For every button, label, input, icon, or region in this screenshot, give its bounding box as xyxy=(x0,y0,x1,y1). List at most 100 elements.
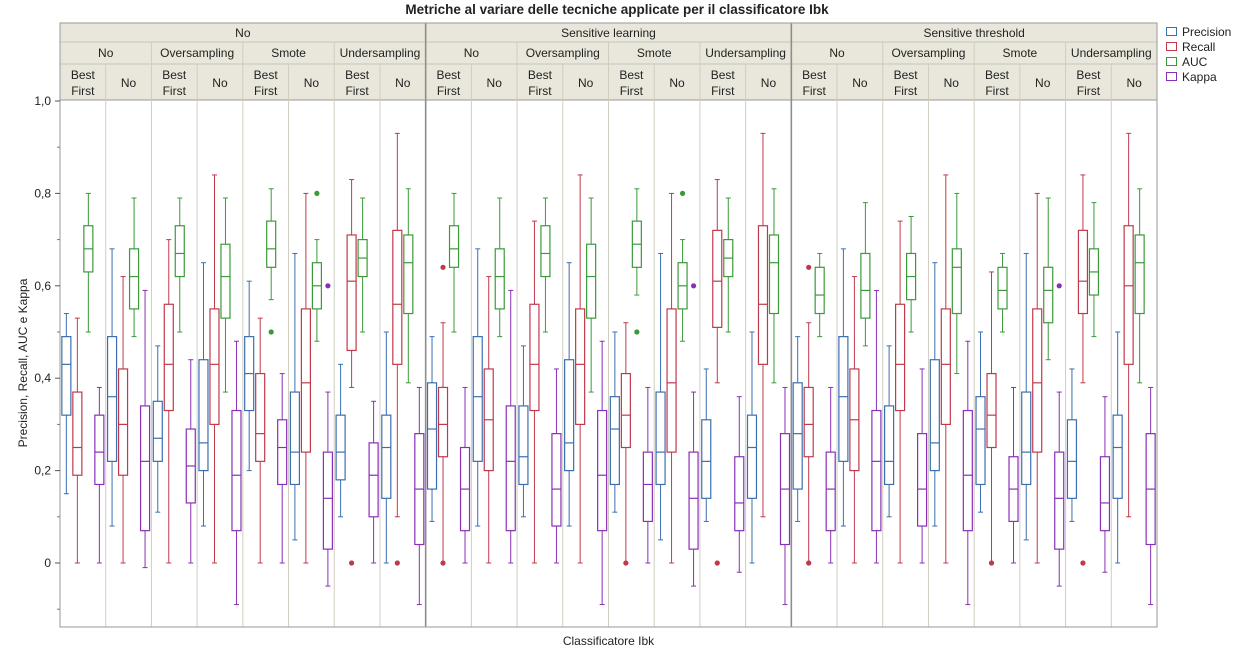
box xyxy=(597,409,608,532)
box xyxy=(277,419,288,486)
box xyxy=(871,409,882,532)
box xyxy=(975,396,986,486)
box xyxy=(322,451,333,550)
legend-label: Precision xyxy=(1182,24,1232,39)
legend-item: Kappa xyxy=(1166,69,1231,84)
box xyxy=(997,266,1008,310)
panel-header-label: Best xyxy=(711,68,736,82)
box xyxy=(1066,419,1078,499)
box xyxy=(1032,308,1043,453)
box xyxy=(1134,234,1145,315)
box xyxy=(860,252,871,319)
y-axis-label: Precision, Recall, AUC e Kappa xyxy=(16,278,30,447)
panel-header-label: Best xyxy=(345,68,370,82)
group-header-label: Smote xyxy=(1003,46,1038,60)
box xyxy=(540,225,551,278)
outlier-point xyxy=(623,560,629,566)
facet-header-label: Sensitive threshold xyxy=(923,26,1024,40)
box xyxy=(734,456,745,532)
box xyxy=(472,336,483,462)
panel-header-label: First xyxy=(528,84,552,98)
outlier-point xyxy=(268,329,274,335)
legend-item: Recall xyxy=(1166,39,1231,54)
panel-header-label: First xyxy=(345,84,369,98)
panel-header-label: No xyxy=(487,76,503,90)
panel-header-label: No xyxy=(944,76,960,90)
box xyxy=(586,243,597,319)
group-header-label: Undersampling xyxy=(705,46,786,60)
panel-header-label: First xyxy=(803,84,827,98)
box xyxy=(884,405,895,486)
box xyxy=(917,433,928,527)
outlier-point xyxy=(394,560,400,566)
panel-header-label: No xyxy=(761,76,777,90)
box xyxy=(94,414,105,486)
box xyxy=(1043,266,1054,324)
group-header-label: Smote xyxy=(271,46,306,60)
panel-header-label: No xyxy=(852,76,868,90)
box xyxy=(701,419,712,499)
box xyxy=(757,225,769,365)
box xyxy=(609,396,620,486)
panel-header-label: No xyxy=(212,76,228,90)
panel-header-label: First xyxy=(254,84,278,98)
box xyxy=(117,368,129,476)
box xyxy=(152,400,163,462)
x-axis-label: Classificatore Ibk xyxy=(563,634,655,648)
box xyxy=(1099,456,1111,532)
box xyxy=(712,229,723,328)
box xyxy=(139,405,151,532)
legend-item: Precision xyxy=(1166,24,1231,39)
facet-header-label: No xyxy=(235,26,251,40)
box xyxy=(381,414,392,499)
box xyxy=(220,243,231,319)
box xyxy=(346,234,357,352)
box xyxy=(655,391,666,486)
y-tick-label: 1,0 xyxy=(34,94,51,108)
y-tick-label: 0,2 xyxy=(34,464,51,478)
chart-title: Metriche al variare delle tecniche appli… xyxy=(405,2,829,17)
box xyxy=(289,391,300,486)
box xyxy=(505,405,516,532)
y-tick-label: 0,8 xyxy=(34,186,51,200)
box xyxy=(518,405,529,486)
box xyxy=(642,451,653,523)
panel-header-label: First xyxy=(711,84,735,98)
box xyxy=(494,248,505,310)
outlier-point xyxy=(714,560,720,566)
legend-swatch xyxy=(1166,42,1177,51)
group-header-label: Oversampling xyxy=(891,46,965,60)
legend-label: AUC xyxy=(1182,54,1208,69)
box xyxy=(575,308,586,425)
box xyxy=(746,414,758,499)
panel-header-label: No xyxy=(304,76,320,90)
panel-header-label: Best xyxy=(71,68,96,82)
box xyxy=(106,336,118,462)
legend-swatch xyxy=(1166,72,1177,81)
box xyxy=(403,234,414,315)
box xyxy=(929,359,940,472)
panel-header-label: Best xyxy=(437,68,462,82)
box xyxy=(335,414,346,481)
box xyxy=(951,248,962,315)
panel-header-label: No xyxy=(669,76,685,90)
box xyxy=(437,386,449,458)
box xyxy=(426,382,438,490)
panel-header-label: Best xyxy=(619,68,644,82)
panel-header-label: No xyxy=(1035,76,1051,90)
panel-header-label: Best xyxy=(528,68,553,82)
facet-header-label: Sensitive learning xyxy=(561,26,656,40)
box xyxy=(209,308,220,425)
box xyxy=(620,372,631,449)
box xyxy=(792,382,803,490)
box xyxy=(255,372,266,462)
panel-header-label: Best xyxy=(254,68,279,82)
panel-header-label: No xyxy=(1126,76,1142,90)
outlier-point xyxy=(440,560,446,566)
outlier-point xyxy=(806,560,812,566)
box xyxy=(300,308,311,453)
box xyxy=(174,225,185,278)
box xyxy=(1021,391,1032,486)
panel-header-label: First xyxy=(163,84,187,98)
